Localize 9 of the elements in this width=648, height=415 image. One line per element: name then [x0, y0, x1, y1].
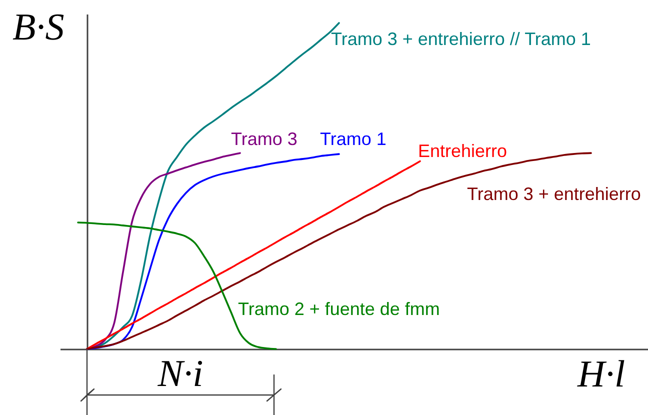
- series-label: Tramo 1: [320, 129, 386, 150]
- series-label: Entrehierro: [418, 141, 508, 162]
- series-label: Tramo 2 + fuente de fmm: [238, 299, 440, 319]
- series-label: Tramo 3: [231, 129, 298, 150]
- series-label: Tramo 3 + entrehierro // Tramo 1: [331, 29, 591, 49]
- series-label: Tramo 3 + entrehierro: [467, 184, 641, 204]
- y-axis-title: B·S: [12, 6, 64, 48]
- text: N·i: [156, 353, 204, 395]
- x-axis-title: H·l: [576, 354, 625, 396]
